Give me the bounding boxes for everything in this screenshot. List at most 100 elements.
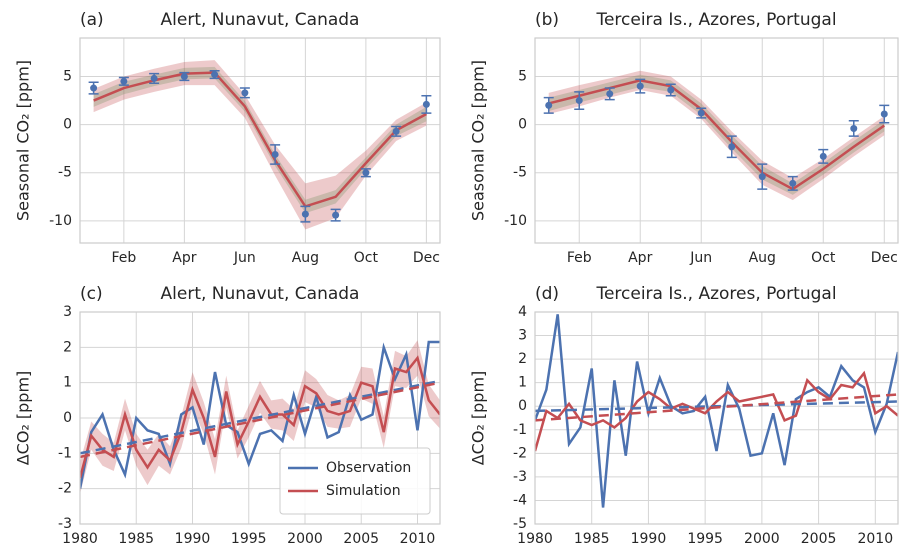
y-tick-label: -5 [58, 165, 72, 181]
x-tick-label: Apr [628, 250, 652, 266]
observation-point [90, 84, 98, 92]
observation-point [850, 124, 858, 132]
y-tick-label: 2 [518, 351, 527, 367]
panel-label: (b) [535, 10, 559, 30]
y-tick-label: 3 [518, 328, 527, 344]
y-tick-label: 5 [518, 68, 527, 84]
observation-point [332, 211, 340, 219]
observation-point [575, 97, 583, 105]
x-tick-label: 2000 [744, 531, 780, 547]
x-tick-label: 1985 [574, 531, 610, 547]
axes-frame [79, 311, 441, 525]
panel-title: Alert, Nunavut, Canada [161, 284, 360, 304]
observation-point [880, 110, 888, 118]
panel-title: Terceira Is., Azores, Portugal [595, 284, 836, 304]
data-line [93, 71, 427, 208]
legend-label: Observation [326, 460, 411, 476]
y-tick-label: -2 [513, 445, 527, 461]
x-tick-label: Dec [413, 250, 440, 266]
panel-title: Terceira Is., Azores, Portugal [595, 10, 836, 30]
y-tick-label: -3 [513, 469, 527, 485]
observation-point [636, 82, 644, 90]
x-tick-label: Oct [811, 250, 836, 266]
panel: (d) Terceira Is., Azores, Portugal ΔCO₂ [p… [469, 284, 899, 547]
axes-frame [79, 37, 441, 244]
observation-point [301, 210, 309, 218]
data-line [80, 340, 440, 489]
x-tick-label: Jun [233, 250, 256, 266]
data-line [548, 79, 885, 191]
y-tick-label: 3 [63, 304, 72, 320]
y-tick-label: 2 [63, 339, 72, 355]
observation-point [362, 169, 370, 177]
axes-frame [534, 37, 899, 244]
y-axis-label: ΔCO₂ [ppm] [469, 371, 488, 466]
x-tick-label: Aug [749, 250, 776, 266]
x-tick-label: 2000 [287, 531, 323, 547]
y-axis-label: Seasonal CO₂ [ppm] [469, 60, 488, 221]
y-tick-label: 5 [63, 68, 72, 84]
panel-label: (d) [535, 284, 559, 304]
observation-point [819, 152, 827, 160]
y-tick-label: 0 [63, 117, 72, 133]
observation-point [422, 100, 430, 108]
y-tick-label: -3 [58, 516, 72, 532]
y-tick-label: -2 [58, 481, 72, 497]
plot-area [548, 70, 885, 201]
x-tick-label: Jun [689, 250, 712, 266]
observation-point [271, 150, 279, 158]
y-tick-label: -1 [58, 445, 72, 461]
plot-area [93, 60, 427, 230]
observation-point [120, 77, 128, 85]
x-tick-label: Feb [111, 250, 136, 266]
panel-label: (c) [80, 284, 103, 304]
y-tick-label: 0 [63, 410, 72, 426]
y-tick-label: 1 [63, 375, 72, 391]
x-tick-label: 1980 [62, 531, 98, 547]
trend-line [535, 393, 898, 422]
y-tick-label: -1 [513, 422, 527, 438]
trend-line [80, 379, 440, 455]
axes-frame [534, 311, 899, 525]
panel-title: Alert, Nunavut, Canada [161, 10, 360, 30]
x-tick-label: 1980 [517, 531, 553, 547]
data-line [80, 355, 440, 479]
uncertainty-band [80, 340, 440, 494]
panel-label: (a) [80, 10, 104, 30]
legend-box [279, 447, 431, 515]
x-tick-label: 2005 [801, 531, 837, 547]
observation-point [758, 173, 766, 181]
x-tick-label: Aug [292, 250, 319, 266]
y-tick-label: -10 [504, 213, 527, 229]
panel: (b) Terceira Is., Azores, Portugal Seasona… [469, 10, 899, 266]
x-tick-label: 2005 [343, 531, 379, 547]
observation-point [150, 74, 158, 82]
x-tick-label: 1990 [175, 531, 211, 547]
observation-point [697, 109, 705, 117]
observation-point [180, 72, 188, 80]
data-line [535, 370, 898, 452]
x-tick-label: 1985 [118, 531, 154, 547]
x-tick-label: 1995 [231, 531, 267, 547]
plot-area [535, 314, 898, 508]
y-tick-label: 0 [518, 117, 527, 133]
plot-area [80, 340, 440, 494]
y-tick-label: -4 [513, 492, 527, 508]
observation-point [211, 71, 219, 79]
x-tick-label: 2010 [400, 531, 436, 547]
trend-line [80, 381, 440, 459]
x-tick-label: Dec [871, 250, 898, 266]
uncertainty-band [93, 60, 427, 230]
x-tick-label: Feb [567, 250, 592, 266]
y-tick-label: 1 [518, 375, 527, 391]
panel: (a) Alert, Nunavut, Canada Seasonal CO₂ [p… [14, 10, 441, 266]
y-tick-label: -5 [513, 516, 527, 532]
y-tick-label: -5 [513, 165, 527, 181]
y-axis-label: ΔCO₂ [ppm] [14, 371, 33, 466]
panel: (c) Alert, Nunavut, Canada ΔCO₂ [ppm] -3 -2 -… [14, 284, 441, 547]
x-tick-label: 1995 [687, 531, 723, 547]
observation-point [545, 101, 553, 109]
x-tick-label: Apr [172, 250, 196, 266]
legend-label: Simulation [326, 483, 401, 499]
x-tick-label: 2010 [857, 531, 893, 547]
